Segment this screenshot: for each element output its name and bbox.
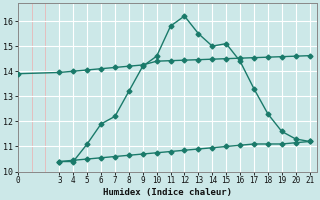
X-axis label: Humidex (Indice chaleur): Humidex (Indice chaleur) [103, 188, 232, 197]
